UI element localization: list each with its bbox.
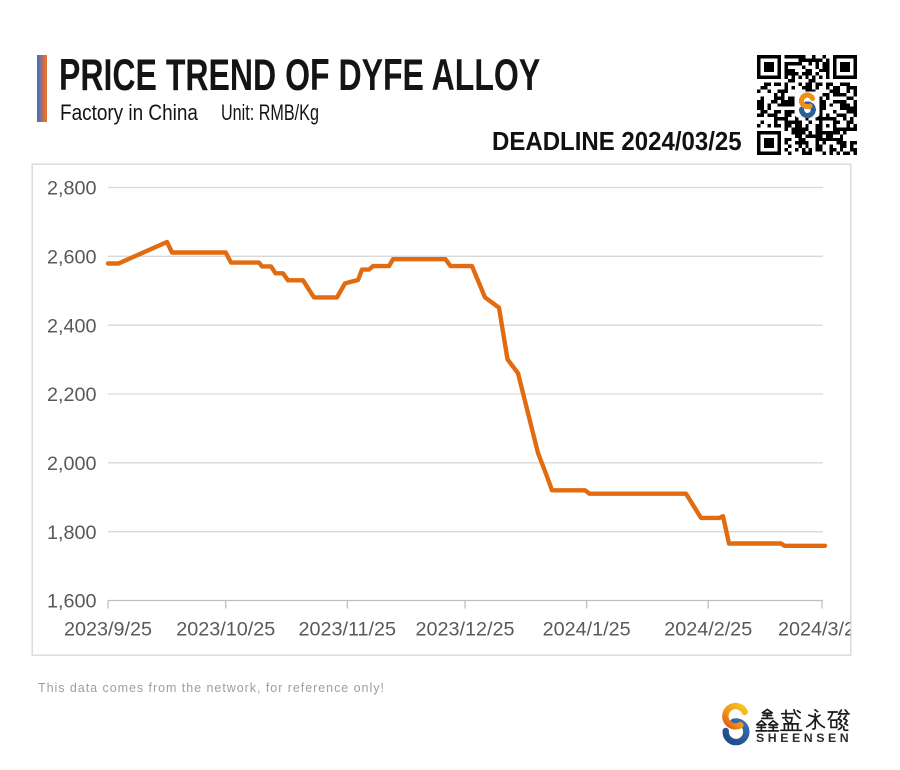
svg-text:1,600: 1,600 xyxy=(47,591,97,613)
svg-text:2,400: 2,400 xyxy=(47,315,97,337)
svg-text:2024/2/25: 2024/2/25 xyxy=(664,619,752,641)
svg-text:2024/3/25: 2024/3/25 xyxy=(778,619,866,641)
svg-text:2023/9/25: 2023/9/25 xyxy=(64,619,152,641)
svg-text:2023/10/25: 2023/10/25 xyxy=(176,619,275,641)
svg-text:2,800: 2,800 xyxy=(47,178,97,200)
svg-text:2,200: 2,200 xyxy=(47,384,97,406)
svg-text:2024/1/25: 2024/1/25 xyxy=(543,619,631,641)
svg-text:2,600: 2,600 xyxy=(47,246,97,268)
svg-text:2023/11/25: 2023/11/25 xyxy=(299,619,397,641)
svg-text:2,000: 2,000 xyxy=(47,453,97,475)
svg-text:1,800: 1,800 xyxy=(47,522,97,544)
svg-text:2023/12/25: 2023/12/25 xyxy=(415,619,514,641)
